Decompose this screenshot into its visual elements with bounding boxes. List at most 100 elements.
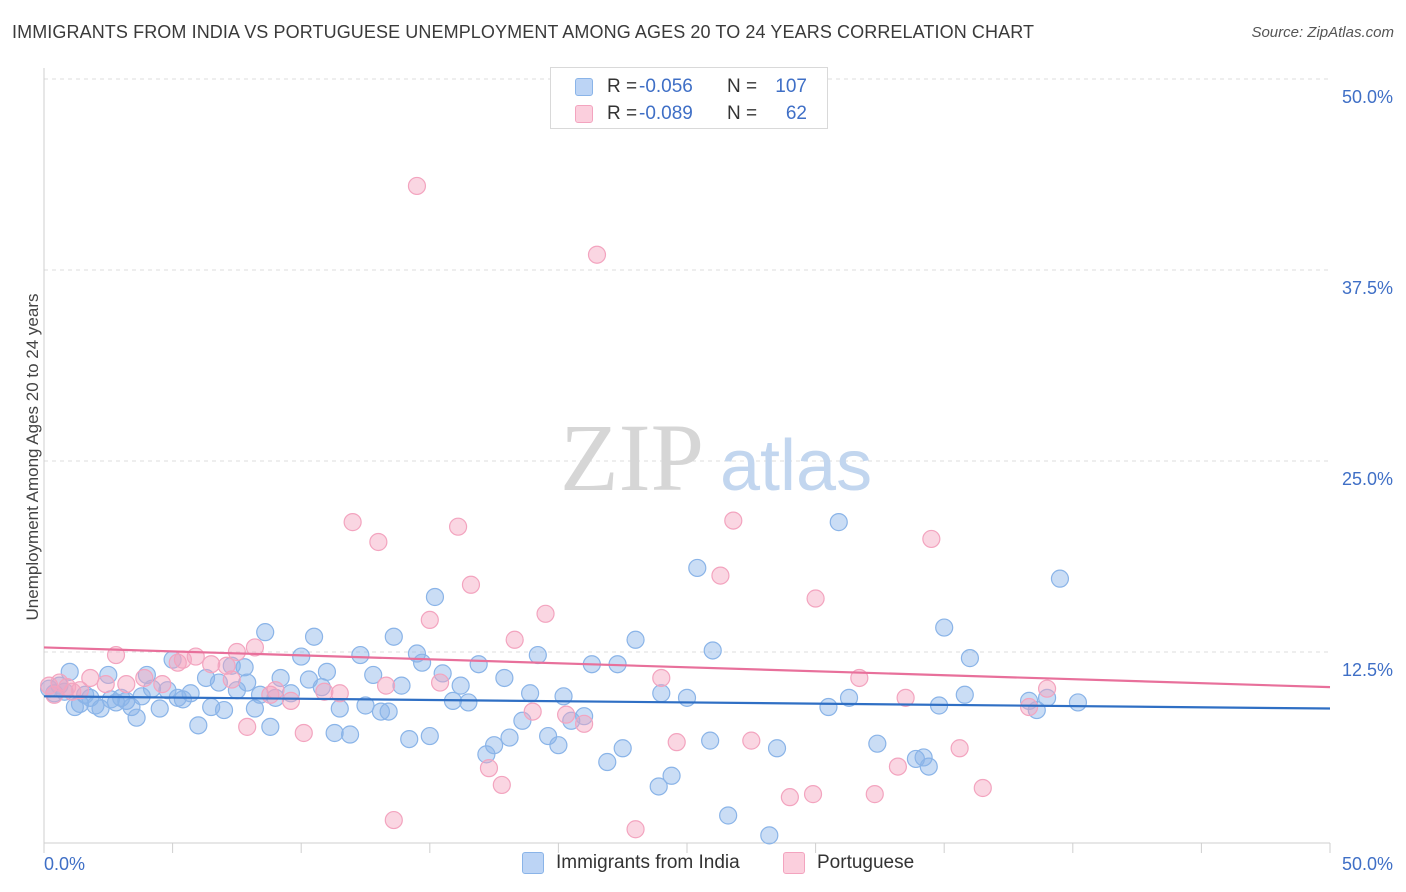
point-portuguese-55: [888, 757, 908, 776]
point-portuguese-47: [711, 566, 730, 585]
legend-r-label: R =: [607, 76, 638, 97]
point-portuguese-27: [343, 513, 362, 532]
trend-line-portuguese: [43, 646, 1331, 689]
point-india-104: [955, 685, 974, 704]
legend-n-value-portuguese: 62: [785, 103, 807, 124]
point-portuguese-6: [81, 668, 100, 688]
legend-swatch-portuguese: [575, 105, 593, 123]
point-india-86: [652, 684, 671, 703]
legend-swatch-india: [575, 78, 593, 96]
point-portuguese-11: [153, 674, 172, 694]
trend-line-india: [43, 695, 1331, 710]
stats-legend: R = -0.056 N = 107 R = -0.089 N = 62: [550, 67, 828, 129]
point-portuguese-35: [461, 575, 481, 594]
point-portuguese-46: [667, 733, 686, 752]
point-portuguese-5: [70, 681, 90, 700]
point-india-26: [181, 684, 200, 703]
legend-n-value-india: 107: [775, 76, 807, 97]
point-portuguese-38: [505, 630, 524, 649]
point-india-91: [703, 641, 722, 660]
x-tick-label-left: 0.0%: [44, 854, 85, 874]
point-india-36: [245, 699, 265, 718]
point-india-35: [238, 673, 257, 692]
point-portuguese-36: [479, 759, 499, 778]
legend-row-india: R = -0.056 N = 107: [575, 73, 807, 101]
point-india-62: [425, 587, 445, 607]
point-india-98: [868, 734, 887, 753]
point-portuguese-49: [742, 731, 761, 750]
point-india-70: [495, 668, 514, 688]
point-india-71: [500, 728, 519, 747]
zipatlas-watermark: ZIP atlas: [560, 404, 872, 511]
point-india-88: [677, 688, 697, 707]
y-tick-labels: 12.5% 25.0% 37.5% 50.0%: [1342, 87, 1393, 680]
series-legend-india[interactable]: Immigrants from India: [522, 852, 740, 874]
point-portuguese-43: [587, 245, 607, 264]
point-india-68: [477, 745, 496, 764]
series-legend: Immigrants from India Portuguese: [0, 852, 1406, 878]
point-india-101: [914, 748, 933, 767]
point-portuguese-23: [281, 691, 301, 710]
point-india-45: [304, 627, 324, 646]
point-portuguese-18: [227, 642, 246, 662]
legend-row-portuguese: R = -0.089 N = 62: [575, 100, 807, 128]
point-india-38: [256, 623, 275, 642]
point-portuguese-9: [117, 674, 136, 694]
point-india-76: [549, 736, 568, 755]
point-portuguese-48: [724, 511, 743, 530]
point-portuguese-39: [523, 702, 542, 721]
point-india-58: [400, 729, 419, 749]
point-portuguese-16: [217, 656, 236, 675]
point-india-67: [469, 655, 488, 674]
point-india-47: [317, 662, 337, 681]
point-portuguese-42: [575, 714, 594, 733]
point-india-85: [649, 777, 668, 796]
point-portuguese-40: [536, 604, 555, 623]
point-portuguese-25: [315, 682, 334, 701]
chart-source: Source: ZipAtlas.com: [1251, 24, 1394, 41]
point-india-72: [513, 711, 532, 730]
point-portuguese-29: [376, 676, 396, 695]
y-tick-label-1: 25.0%: [1342, 469, 1393, 489]
point-portuguese-60: [1019, 697, 1039, 717]
point-portuguese-44: [626, 820, 645, 839]
point-india-49: [330, 699, 349, 718]
point-india-90: [701, 731, 720, 750]
legend-r-value-india: -0.056: [639, 76, 693, 97]
point-india-31: [214, 700, 234, 720]
point-india-100: [919, 757, 938, 776]
point-india-95: [819, 697, 838, 717]
series-label-portuguese: Portuguese: [817, 852, 915, 873]
point-india-39: [261, 717, 280, 736]
y-tick-label-3: 50.0%: [1342, 87, 1393, 107]
x-tick-labels: 0.0% 50.0%: [44, 854, 1393, 874]
point-portuguese-50: [780, 788, 799, 807]
point-india-110: [1068, 693, 1088, 712]
point-portuguese-31: [407, 176, 427, 196]
series-label-india: Immigrants from India: [556, 852, 740, 873]
y-tick-label-0: 12.5%: [1342, 660, 1393, 680]
gridlines: [44, 78, 1330, 653]
point-india-74: [528, 645, 547, 665]
point-india-42: [281, 684, 301, 703]
series-swatch-portuguese: [783, 852, 805, 874]
legend-r-label: R =: [607, 103, 638, 124]
point-india-73: [521, 684, 540, 703]
point-portuguese-54: [865, 785, 884, 804]
point-india-52: [356, 696, 375, 715]
point-portuguese-14: [186, 647, 205, 666]
axes: [43, 68, 1331, 853]
watermark-atlas: atlas: [720, 426, 872, 506]
point-portuguese-7: [96, 674, 115, 694]
point-india-97: [839, 688, 859, 707]
point-india-93: [760, 826, 779, 845]
point-portuguese-57: [922, 529, 941, 549]
legend-n-label: N =: [727, 76, 758, 97]
point-portuguese-24: [294, 723, 313, 743]
series-legend-portuguese[interactable]: Portuguese: [783, 852, 914, 874]
point-portuguese-51: [803, 785, 823, 804]
point-portuguese-61: [1037, 679, 1057, 698]
point-india-48: [325, 723, 344, 743]
point-india-21: [150, 699, 169, 718]
